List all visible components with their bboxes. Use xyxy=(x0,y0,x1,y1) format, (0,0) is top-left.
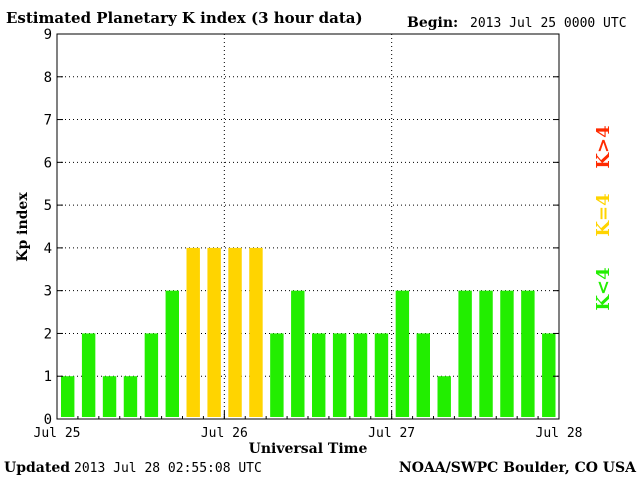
legend-k-below-4: K<4 xyxy=(593,267,614,310)
x-tick-label: Jul 28 xyxy=(536,426,583,441)
kp-bar xyxy=(291,290,305,417)
kp-bar xyxy=(332,333,347,417)
x-axis-ticks: Jul 25 Jul 26 Jul 27 Jul 28 xyxy=(34,411,583,441)
chart-title: Estimated Planetary K index (3 hour data… xyxy=(6,9,363,27)
begin-label: Begin: xyxy=(407,15,458,31)
y-tick-label: 2 xyxy=(44,326,52,342)
updated-value: 2013 Jul 28 02:55:08 UTC xyxy=(74,461,262,476)
kp-bar xyxy=(165,290,179,417)
x-axis-label: Universal Time xyxy=(249,441,368,457)
legend-k-equal-4: K=4 xyxy=(593,193,614,236)
y-tick-label: 5 xyxy=(44,198,52,214)
bar-series xyxy=(61,247,556,417)
kp-bar xyxy=(249,247,263,417)
y-tick-label: 0 xyxy=(44,412,52,428)
kp-bar xyxy=(479,290,493,417)
kp-bar xyxy=(270,333,284,417)
kp-bar xyxy=(61,376,75,417)
x-tick-label: Jul 27 xyxy=(368,426,415,441)
kp-bar xyxy=(542,333,556,417)
kp-bar xyxy=(228,247,242,417)
y-axis-label: Kp index xyxy=(15,192,31,262)
y-tick-label: 4 xyxy=(44,241,52,257)
kp-bar xyxy=(144,333,159,417)
y-tick-label: 8 xyxy=(44,70,52,86)
kp-bar xyxy=(437,376,451,417)
y-tick-label: 1 xyxy=(44,369,52,385)
kp-bar xyxy=(353,333,368,417)
kp-bar xyxy=(395,290,410,417)
x-tick-label: Jul 26 xyxy=(201,426,248,441)
updated-label: Updated xyxy=(4,460,70,476)
kp-bar xyxy=(81,333,96,417)
kp-bar xyxy=(374,333,389,417)
kp-bar xyxy=(207,247,221,417)
y-tick-label: 3 xyxy=(44,284,52,300)
kp-bar xyxy=(186,247,200,417)
kp-bar xyxy=(458,290,472,417)
x-tick-label: Jul 25 xyxy=(34,426,81,441)
y-axis-ticks: 0 1 2 3 4 5 6 7 8 9 xyxy=(44,27,559,428)
credit-text: NOAA/SWPC Boulder, CO USA xyxy=(399,460,637,476)
grid-lines xyxy=(57,34,559,419)
kp-bar xyxy=(123,376,138,417)
y-tick-label: 6 xyxy=(44,155,52,171)
begin-value: 2013 Jul 25 0000 UTC xyxy=(470,16,627,31)
kp-bar xyxy=(521,290,535,417)
kp-bar xyxy=(312,333,326,417)
kp-bar xyxy=(102,376,117,417)
kp-bar xyxy=(416,333,430,417)
y-tick-label: 9 xyxy=(44,27,52,43)
legend-k-above-4: K>4 xyxy=(593,125,614,168)
y-tick-label: 7 xyxy=(44,113,52,129)
kp-bar xyxy=(500,290,514,417)
